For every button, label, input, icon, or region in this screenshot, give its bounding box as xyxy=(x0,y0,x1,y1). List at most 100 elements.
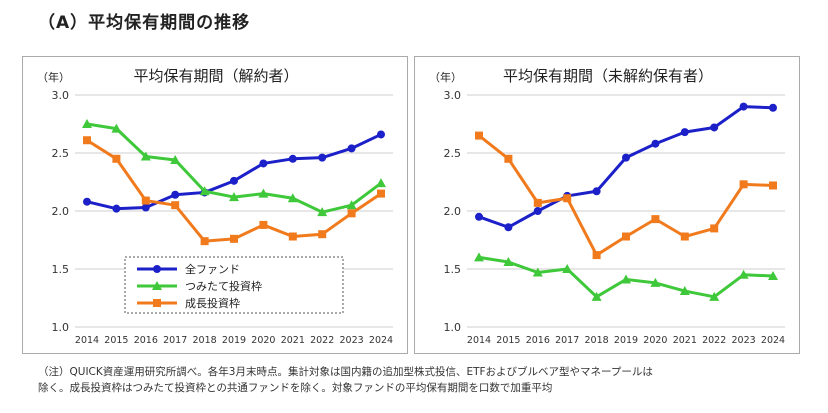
data-point xyxy=(317,207,328,217)
data-point xyxy=(347,144,356,153)
x-tick-label: 2021 xyxy=(673,335,697,346)
data-point xyxy=(769,181,777,190)
legend-label: 全ファンド xyxy=(185,262,240,276)
data-point xyxy=(318,153,327,162)
data-point xyxy=(651,139,660,148)
y-tick-label: 3.0 xyxy=(444,89,462,102)
footnote-line: （注）QUICK資産運用研究所調べ。各年3月末時点。集計対象は国内籍の追加型株式… xyxy=(38,366,653,378)
x-tick-label: 2017 xyxy=(163,335,187,346)
x-tick-label: 2019 xyxy=(222,335,246,346)
data-point xyxy=(141,203,150,212)
y-tick-label: 3.0 xyxy=(52,89,70,102)
x-tick-label: 2020 xyxy=(251,335,275,346)
chart-panel-holders: 平均保有期間（未解約保有者） （年） 1.0 1.5 2.0 2.5 3.0 2014 2015… xyxy=(414,56,800,354)
data-point xyxy=(171,190,180,199)
data-point xyxy=(532,267,543,277)
data-point xyxy=(474,252,484,262)
data-point xyxy=(376,178,386,188)
x-tick-label: 2021 xyxy=(281,335,305,346)
x-tick-label: 2023 xyxy=(340,335,364,346)
x-tick-label: 2024 xyxy=(369,335,393,346)
data-point xyxy=(650,277,661,287)
data-point xyxy=(171,201,180,210)
data-point xyxy=(170,154,181,164)
y-tick-label: 1.5 xyxy=(52,263,70,276)
footnote: （注）QUICK資産運用研究所調べ。各年3月末時点。集計対象は国内籍の追加型株式… xyxy=(38,364,798,396)
data-point xyxy=(288,154,297,163)
data-point xyxy=(680,128,689,137)
x-tick-label: 2020 xyxy=(643,335,667,346)
data-point xyxy=(229,192,239,202)
data-point xyxy=(710,224,719,233)
x-tick-label: 2019 xyxy=(614,335,638,346)
data-point xyxy=(679,286,690,296)
line-chart-holders: 平均保有期間（未解約保有者） （年） 1.0 1.5 2.0 2.5 3.0 2014 2015… xyxy=(429,67,785,346)
data-point xyxy=(769,103,777,112)
data-point xyxy=(709,291,720,301)
data-point xyxy=(152,281,162,290)
data-point xyxy=(230,176,238,185)
data-point xyxy=(739,180,748,189)
y-tick-label: 2.0 xyxy=(444,205,462,218)
footnote-line: 除く。成長投資枠はつみたて投資枠との共通ファンドを除く。対象ファンドの平均保有期… xyxy=(38,382,553,394)
y-axis-unit: （年） xyxy=(429,70,462,84)
line-chart-sellers: 平均保有期間（解約者） （年） 1.0 1.5 2.0 2.5 3.0 2014 2015 201… xyxy=(37,67,393,346)
legend-label: 成長投資枠 xyxy=(185,296,240,310)
series-line xyxy=(478,105,774,229)
chart-panel-sellers: 平均保有期間（解約者） （年） 1.0 1.5 2.0 2.5 3.0 2014 2015 201… xyxy=(22,56,408,354)
data-point xyxy=(710,123,719,132)
y-tick-label: 1.0 xyxy=(52,321,70,334)
data-point xyxy=(621,274,631,284)
data-point xyxy=(622,153,630,162)
data-point xyxy=(591,291,602,301)
y-tick-label: 1.5 xyxy=(444,263,462,276)
x-tick-label: 2016 xyxy=(134,335,158,346)
x-tick-label: 2024 xyxy=(761,335,785,346)
data-point xyxy=(199,186,210,196)
data-point xyxy=(287,193,298,203)
data-point xyxy=(259,159,268,168)
data-point xyxy=(318,230,327,239)
data-point xyxy=(112,204,121,213)
x-tick-label: 2014 xyxy=(467,335,491,346)
x-tick-label: 2015 xyxy=(104,335,128,346)
y-tick-label: 1.0 xyxy=(444,321,462,334)
data-point xyxy=(738,269,749,279)
data-point xyxy=(503,257,514,267)
x-tick-label: 2023 xyxy=(732,335,756,346)
x-tick-label: 2022 xyxy=(702,335,726,346)
data-point xyxy=(739,102,748,111)
legend-label: つみたて投資枠 xyxy=(185,279,262,293)
data-point xyxy=(651,215,660,224)
data-point xyxy=(259,220,268,229)
data-point xyxy=(346,200,357,210)
data-point xyxy=(504,154,513,163)
page-title: （A）平均保有期間の推移 xyxy=(38,13,251,33)
x-tick-label: 2016 xyxy=(526,335,550,346)
data-point xyxy=(230,234,238,243)
x-tick-label: 2017 xyxy=(555,335,579,346)
data-point xyxy=(504,223,513,232)
data-point xyxy=(475,131,483,140)
y-tick-label: 2.5 xyxy=(444,147,462,160)
data-point xyxy=(592,187,601,196)
data-point xyxy=(288,232,297,241)
data-point xyxy=(680,232,689,241)
data-point xyxy=(111,123,122,133)
y-tick-label: 2.0 xyxy=(52,205,70,218)
data-point xyxy=(377,130,385,139)
data-point xyxy=(141,196,150,205)
data-point xyxy=(475,212,483,221)
chart-title: 平均保有期間（未解約保有者） xyxy=(503,67,713,85)
data-point xyxy=(622,232,630,241)
data-point xyxy=(258,188,269,198)
data-point xyxy=(140,151,151,161)
x-tick-label: 2015 xyxy=(496,335,520,346)
data-point xyxy=(83,197,91,206)
data-point xyxy=(377,189,385,198)
x-tick-label: 2014 xyxy=(75,335,99,346)
data-point xyxy=(347,209,356,218)
data-point xyxy=(153,265,161,273)
data-point xyxy=(592,251,601,260)
data-point xyxy=(83,136,91,145)
